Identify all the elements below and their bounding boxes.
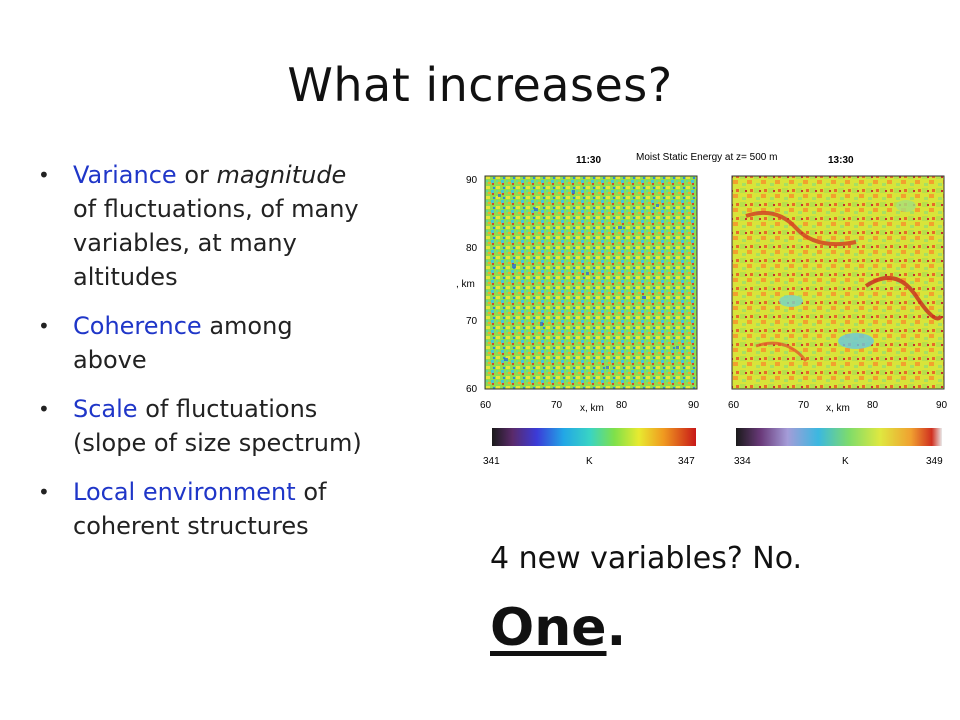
bullet-text: Local environment of coherent structures: [73, 475, 438, 543]
panel-1330: 60 70 80 90 x, km: [728, 175, 948, 414]
bullet-line: Variance or magnitude: [73, 158, 438, 192]
panel2-xtick: 70: [798, 400, 810, 411]
bullet-list: • Variance or magnitude of fluctuations,…: [38, 158, 438, 558]
bullet-line: Coherence among: [73, 309, 438, 343]
panel1-ytick: 70: [466, 316, 478, 327]
cbar1-min: 341: [483, 456, 500, 467]
bullet-line: above: [73, 346, 147, 374]
panel1-field: [484, 175, 698, 390]
bullet-line: Scale of fluctuations: [73, 392, 438, 426]
panel1-time: 11:30: [576, 155, 601, 166]
bullet-variance: • Variance or magnitude of fluctuations,…: [38, 158, 438, 294]
panel1-ytick: 80: [466, 243, 478, 254]
y-axis-label: , km: [456, 279, 475, 290]
mse-figure: 11:30 Moist Static Energy at z= 500 m 13…: [456, 152, 948, 467]
bullet-coherence: • Coherence among above: [38, 309, 438, 377]
cbar2-unit: K: [842, 456, 849, 467]
cbar2-min: 334: [734, 456, 751, 467]
bullet-line: of fluctuations, of many: [73, 195, 359, 223]
bullet-line: (slope of size spectrum): [73, 429, 362, 457]
panel2-xtick: 90: [936, 400, 948, 411]
bullet-text: Scale of fluctuations (slope of size spe…: [73, 392, 438, 460]
bullet-dot: •: [38, 480, 50, 504]
x-axis-label: x, km: [580, 403, 604, 414]
bullet-scale: • Scale of fluctuations (slope of size s…: [38, 392, 438, 460]
new-variables-line: 4 new variables? No.: [490, 541, 803, 576]
colorbar-1330: [736, 428, 942, 446]
slide-title: What increases?: [287, 58, 673, 112]
one-word: One: [490, 598, 607, 658]
figure-title: Moist Static Energy at z= 500 m: [636, 152, 777, 163]
panel-1130: 90 80 70 60 , km 60 70 80 90 x, km: [456, 175, 700, 414]
bullet-keyword: Scale: [73, 395, 138, 423]
bullet-keyword: Local environment: [73, 478, 296, 506]
panel2-xtick: 80: [867, 400, 879, 411]
bullet-text-part: of fluctuations: [137, 395, 318, 423]
panel1-ytick: 90: [466, 175, 478, 186]
one-line: One.: [490, 598, 626, 658]
panel1-xtick: 60: [480, 400, 492, 411]
panel2-time: 13:30: [828, 155, 854, 166]
bullet-text: Coherence among above: [73, 309, 438, 377]
panel1-blue-cells: [498, 190, 679, 369]
bullet-dot: •: [38, 163, 50, 187]
bullet-text-part: or: [176, 161, 217, 189]
panel1-xtick: 80: [616, 400, 628, 411]
bullet-text-part: among: [201, 312, 293, 340]
bullet-local-environment: • Local environment of coherent structur…: [38, 475, 438, 543]
cbar2-max: 349: [926, 456, 943, 467]
bullet-italic-word: magnitude: [216, 161, 347, 189]
panel1-xtick: 70: [551, 400, 563, 411]
bullet-dot: •: [38, 397, 50, 421]
panel2-structures: [745, 200, 943, 362]
bullet-line: altitudes: [73, 263, 178, 291]
panel1-ytick: 60: [466, 384, 478, 395]
cbar1-unit: K: [586, 456, 593, 467]
bullet-text: Variance or magnitude of fluctuations, o…: [73, 158, 438, 294]
bullet-keyword: Variance: [73, 161, 177, 189]
one-period: .: [606, 598, 627, 658]
bullet-text-part: of: [295, 478, 327, 506]
panel2-x-axis-label: x, km: [826, 403, 850, 414]
bullet-line: coherent structures: [73, 512, 309, 540]
cbar1-max: 347: [678, 456, 695, 467]
bullet-line: Local environment of: [73, 475, 438, 509]
bullet-keyword: Coherence: [73, 312, 202, 340]
bullet-line: variables, at many: [73, 229, 297, 257]
panel1-xtick: 90: [688, 400, 700, 411]
panel2-xtick: 60: [728, 400, 740, 411]
bullet-dot: •: [38, 314, 50, 338]
colorbar-1130: [492, 428, 696, 446]
